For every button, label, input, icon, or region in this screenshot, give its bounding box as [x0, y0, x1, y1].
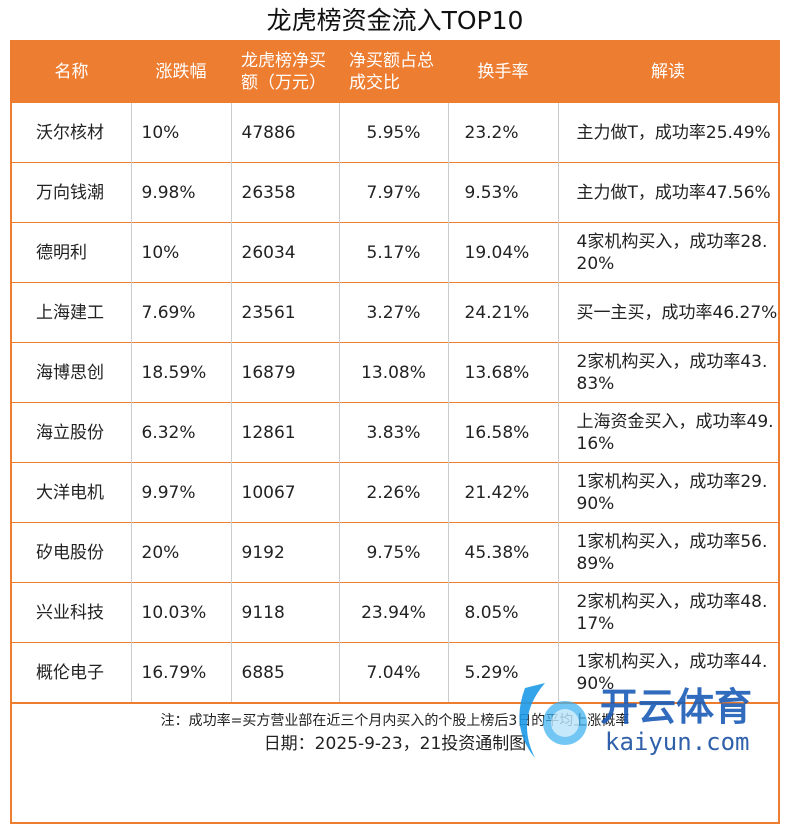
table-cell: 6.32% — [130, 402, 231, 463]
date-credit: 日期：2025-9-23，21投资通制图 — [263, 734, 527, 754]
svg-text:开云体育: 开云体育 — [600, 685, 752, 729]
table-row: 上海建工 7.69% 23561 3.27% 24.21% 买一主买，成功率46.27% — [12, 282, 778, 343]
table-cell: 上海资金买入，成功率49.16% — [557, 402, 778, 463]
table-cell: 概伦电子 — [12, 642, 131, 702]
table-cell: 7.97% — [338, 162, 448, 223]
table-cell: 7.69% — [130, 282, 231, 343]
page-title: 龙虎榜资金流入TOP10 — [266, 6, 524, 35]
table-cell: 26034 — [230, 222, 339, 283]
table-row: 大洋电机 9.97% 10067 2.26% 21.42% 1家机构买入，成功率29.90… — [12, 462, 778, 523]
footnote: 注：成功率=买方营业部在近三个月内买入的个股上榜后3日的平均上涨概率 — [160, 713, 630, 729]
table-cell: 9.75% — [338, 522, 448, 583]
table-cell: 10.03% — [130, 582, 231, 643]
table-cell: 9118 — [230, 582, 339, 643]
table-cell: 24.21% — [447, 282, 558, 343]
table-footer: 注：成功率=买方营业部在近三个月内买入的个股上榜后3日的平均上涨概率 日期：20… — [12, 702, 778, 822]
table-cell: 4家机构买入，成功率28.20% — [557, 222, 778, 283]
column-header: 涨跌幅 — [131, 42, 231, 103]
table-cell: 21.42% — [447, 462, 558, 523]
column-header: 龙虎榜净买额（万元） — [231, 42, 339, 103]
table-cell: 16879 — [230, 342, 339, 403]
table-cell: 16.58% — [447, 402, 558, 463]
table-cell: 16.79% — [130, 642, 231, 702]
table-cell: 3.27% — [338, 282, 448, 343]
table-row: 海立股份 6.32% 12861 3.83% 16.58% 上海资金买入，成功率49.16… — [12, 402, 778, 463]
table-cell: 9192 — [230, 522, 339, 583]
table-cell: 沃尔核材 — [12, 102, 131, 163]
table-cell: 2家机构买入，成功率48.17% — [557, 582, 778, 643]
table-cell: 19.04% — [447, 222, 558, 283]
column-header: 净买额占总成交比 — [339, 42, 448, 103]
table-cell: 9.53% — [447, 162, 558, 223]
table-cell: 买一主买，成功率46.27% — [557, 282, 778, 343]
table-row: 德明利 10% 26034 5.17% 19.04% 4家机构买入，成功率28.20% — [12, 222, 778, 283]
table-cell: 7.04% — [338, 642, 448, 702]
table-cell: 8.05% — [447, 582, 558, 643]
table-cell: 5.17% — [338, 222, 448, 283]
table-cell: 海立股份 — [12, 402, 131, 463]
table-cell: 大洋电机 — [12, 462, 131, 523]
table-row: 万向钱潮 9.98% 26358 7.97% 9.53% 主力做T，成功率47.56% — [12, 162, 778, 223]
column-header: 解读 — [558, 42, 778, 103]
table-cell: 18.59% — [130, 342, 231, 403]
table-cell: 26358 — [230, 162, 339, 223]
table-cell: 矽电股份 — [12, 522, 131, 583]
table-cell: 1家机构买入，成功率44.90% — [557, 642, 778, 702]
table-cell: 主力做T，成功率25.49% — [557, 102, 778, 163]
table-row: 概伦电子 16.79% 6885 7.04% 5.29% 1家机构买入，成功率44.90% — [12, 642, 778, 702]
column-header: 名称 — [12, 42, 131, 103]
table-cell: 主力做T，成功率47.56% — [557, 162, 778, 223]
table-cell: 13.08% — [338, 342, 448, 403]
table-cell: 3.83% — [338, 402, 448, 463]
table-cell: 上海建工 — [12, 282, 131, 343]
table-cell: 10067 — [230, 462, 339, 523]
table-cell: 2家机构买入，成功率43.83% — [557, 342, 778, 403]
table-row: 兴业科技 10.03% 9118 23.94% 8.05% 2家机构买入，成功率48.17… — [12, 582, 778, 643]
table-cell: 20% — [130, 522, 231, 583]
table-cell: 海博思创 — [12, 342, 131, 403]
table-cell: 德明利 — [12, 222, 131, 283]
table-cell: 47886 — [230, 102, 339, 163]
table-cell: 5.95% — [338, 102, 448, 163]
watermark-logo: 开云体育 kaiyun.com — [519, 683, 752, 758]
table-header: 名称 涨跌幅 龙虎榜净买额（万元） 净买额占总成交比 换手率 解读 — [12, 42, 778, 103]
table-cell: 23.2% — [447, 102, 558, 163]
table-cell: 45.38% — [447, 522, 558, 583]
table-row: 矽电股份 20% 9192 9.75% 45.38% 1家机构买入，成功率56.89% — [12, 522, 778, 583]
table-cell: 9.97% — [130, 462, 231, 523]
table-cell: 兴业科技 — [12, 582, 131, 643]
table-cell: 23.94% — [338, 582, 448, 643]
table-cell: 10% — [130, 102, 231, 163]
table-cell: 5.29% — [447, 642, 558, 702]
table-cell: 23561 — [230, 282, 339, 343]
table-cell: 1家机构买入，成功率56.89% — [557, 522, 778, 583]
table-cell: 1家机构买入，成功率29.90% — [557, 462, 778, 523]
table-cell: 10% — [130, 222, 231, 283]
table-cell: 6885 — [230, 642, 339, 702]
svg-text:kaiyun.com: kaiyun.com — [605, 728, 750, 756]
table-cell: 12861 — [230, 402, 339, 463]
table-cell: 9.98% — [130, 162, 231, 223]
table-cell: 万向钱潮 — [12, 162, 131, 223]
table-row: 沃尔核材 10% 47886 5.95% 23.2% 主力做T，成功率25.49% — [12, 102, 778, 163]
table-row: 海博思创 18.59% 16879 13.08% 13.68% 2家机构买入，成功率43.… — [12, 342, 778, 403]
table-cell: 2.26% — [338, 462, 448, 523]
data-table: 名称 涨跌幅 龙虎榜净买额（万元） 净买额占总成交比 换手率 解读 沃尔核材 10% 4788… — [10, 40, 780, 824]
column-header: 换手率 — [448, 42, 558, 103]
table-cell: 13.68% — [447, 342, 558, 403]
